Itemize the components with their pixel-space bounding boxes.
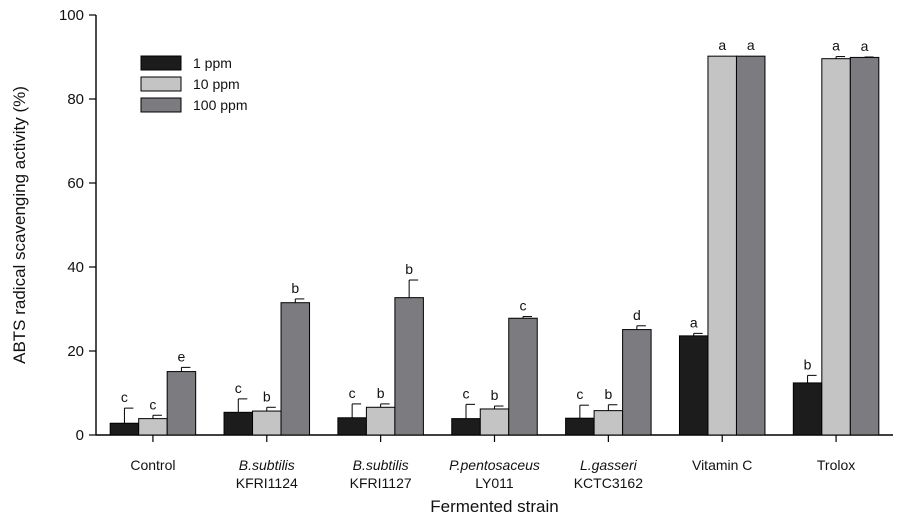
bar [280, 302, 311, 436]
bar [735, 55, 766, 436]
bar [394, 297, 424, 436]
y-tick-label: 60 [67, 175, 84, 192]
bar [508, 317, 538, 436]
bar [166, 371, 197, 436]
significance-letter: c [349, 385, 356, 401]
bar [223, 411, 254, 436]
significance-letter: b [804, 356, 812, 372]
significance-letter: a [747, 37, 755, 53]
significance-letter: c [520, 298, 527, 314]
y-tick-label: 80 [67, 91, 84, 108]
y-tick-label: 40 [67, 259, 84, 276]
category-label: Vitamin C [692, 457, 752, 473]
bar [678, 335, 709, 436]
significance-letter: c [149, 396, 156, 412]
bars [109, 55, 880, 436]
bar [109, 422, 140, 436]
significance-letter: b [291, 280, 299, 296]
category-label: Control [130, 457, 175, 473]
bar [849, 56, 880, 436]
legend: 1 ppm 10 ppm 100 ppm [140, 55, 247, 113]
y-tick-label: 100 [59, 7, 84, 24]
significance-letter: b [491, 387, 499, 403]
category-label: P.pentosaceus [449, 457, 540, 473]
significance-letter: c [121, 389, 128, 405]
bar [565, 417, 595, 436]
bar [821, 58, 851, 436]
category-label: L.gasseri [580, 457, 638, 473]
legend-label: 10 ppm [193, 76, 240, 92]
bar [792, 382, 823, 436]
significance-letter: b [263, 388, 271, 404]
y-tick-label: 0 [76, 427, 84, 444]
significance-letter: c [235, 380, 242, 396]
bar [138, 418, 168, 436]
significance-letter: d [633, 307, 641, 323]
bar [593, 410, 624, 436]
legend-label: 100 ppm [193, 97, 247, 113]
y-tick-label: 20 [67, 343, 84, 360]
significance-letter: a [718, 37, 726, 53]
bar [252, 410, 282, 436]
category-label-line2: KCTC3162 [574, 475, 643, 491]
category-label: B.subtilis [239, 457, 295, 473]
bar [622, 329, 652, 436]
category-label-line2: LY011 [475, 475, 514, 491]
bar [451, 418, 481, 436]
legend-label: 1 ppm [193, 55, 232, 71]
bar [337, 417, 367, 436]
legend-swatch [140, 97, 182, 113]
significance-letter: c [576, 386, 583, 402]
significance-letter: b [405, 261, 413, 277]
bar [707, 55, 737, 436]
category-label: Trolox [817, 457, 855, 473]
significance-letter: c [463, 385, 470, 401]
x-axis-title: Fermented strain [430, 497, 559, 516]
bar [479, 408, 510, 436]
bar [365, 406, 396, 436]
labels: Control B.subtilis KFRI1124 B.subtilis KFRI1… [121, 37, 869, 491]
legend-swatch [140, 55, 182, 71]
significance-letter: b [604, 386, 612, 402]
significance-letter: e [178, 348, 186, 364]
category-label-line2: KFRI1124 [236, 475, 298, 491]
y-axis-title: ABTS radical scavenging activity (%) [10, 86, 29, 364]
significance-letter: a [690, 314, 698, 330]
significance-letter: b [377, 385, 385, 401]
category-label-line2: KFRI1127 [350, 475, 412, 491]
significance-letter: a [861, 38, 869, 54]
significance-letter: a [832, 38, 840, 54]
category-label: B.subtilis [353, 457, 409, 473]
legend-swatch [140, 76, 182, 92]
